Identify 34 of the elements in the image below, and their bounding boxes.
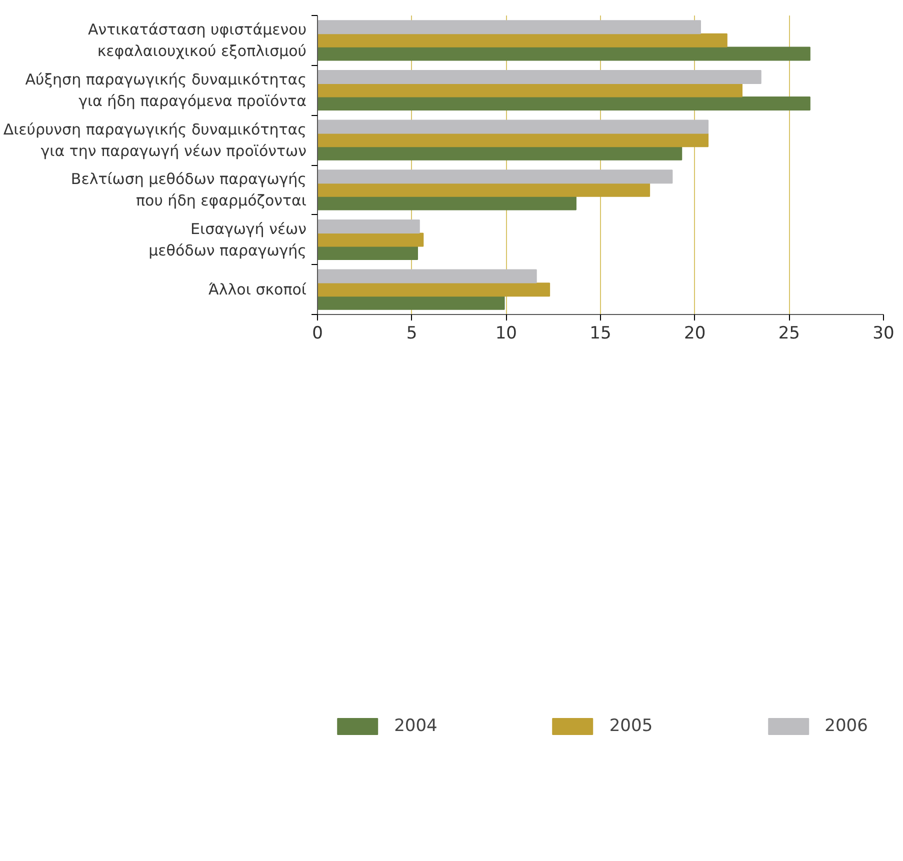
y-tick-label: Βελτίωση μεθόδων παραγωγής που ήδη εφαρμόζονται xyxy=(70,170,307,210)
x-tick-label: 20 xyxy=(684,324,706,344)
bar xyxy=(318,133,709,148)
bar xyxy=(318,170,673,184)
bar xyxy=(318,196,576,210)
legend-label: 2005 xyxy=(609,716,653,736)
bar xyxy=(318,282,550,297)
x-tick-label: 10 xyxy=(495,324,517,344)
legend-label: 2006 xyxy=(824,716,868,736)
bar xyxy=(318,146,682,160)
bar xyxy=(318,20,701,34)
x-tick-label: 25 xyxy=(778,324,800,344)
y-tick-label: Διεύρυνση παραγωγικής δυναμικότητας για την παραγωγή νέων προϊόντων xyxy=(3,120,307,160)
x-tick-label: 0 xyxy=(312,324,323,344)
bar xyxy=(318,33,728,48)
bar xyxy=(318,83,742,98)
x-tick-label: 30 xyxy=(872,324,894,344)
x-tick-label: 15 xyxy=(590,324,612,344)
bar xyxy=(318,96,810,111)
x-tick-label: 5 xyxy=(406,324,418,344)
bar xyxy=(318,219,420,234)
bar xyxy=(318,182,650,197)
bar xyxy=(318,120,709,134)
y-tick-label: Αντικατάσταση υφιστάμενου κεφαλαιουχικού εξοπλισμού xyxy=(88,20,307,60)
bar xyxy=(318,269,537,284)
y-tick-label: Άλλοι σκοποί xyxy=(208,280,306,299)
bar xyxy=(318,246,418,260)
legend-label: 2004 xyxy=(394,716,438,736)
bar xyxy=(318,296,505,310)
y-tick-label: Αύξηση παραγωγικής δυναμικότητας για ήδη παραγόμενα προϊόντα xyxy=(25,70,307,110)
bar xyxy=(318,232,424,247)
bar xyxy=(318,46,810,61)
bar xyxy=(318,70,762,84)
y-tick-label: Εισαγωγή νέων μεθόδων παραγωγής xyxy=(148,220,307,260)
